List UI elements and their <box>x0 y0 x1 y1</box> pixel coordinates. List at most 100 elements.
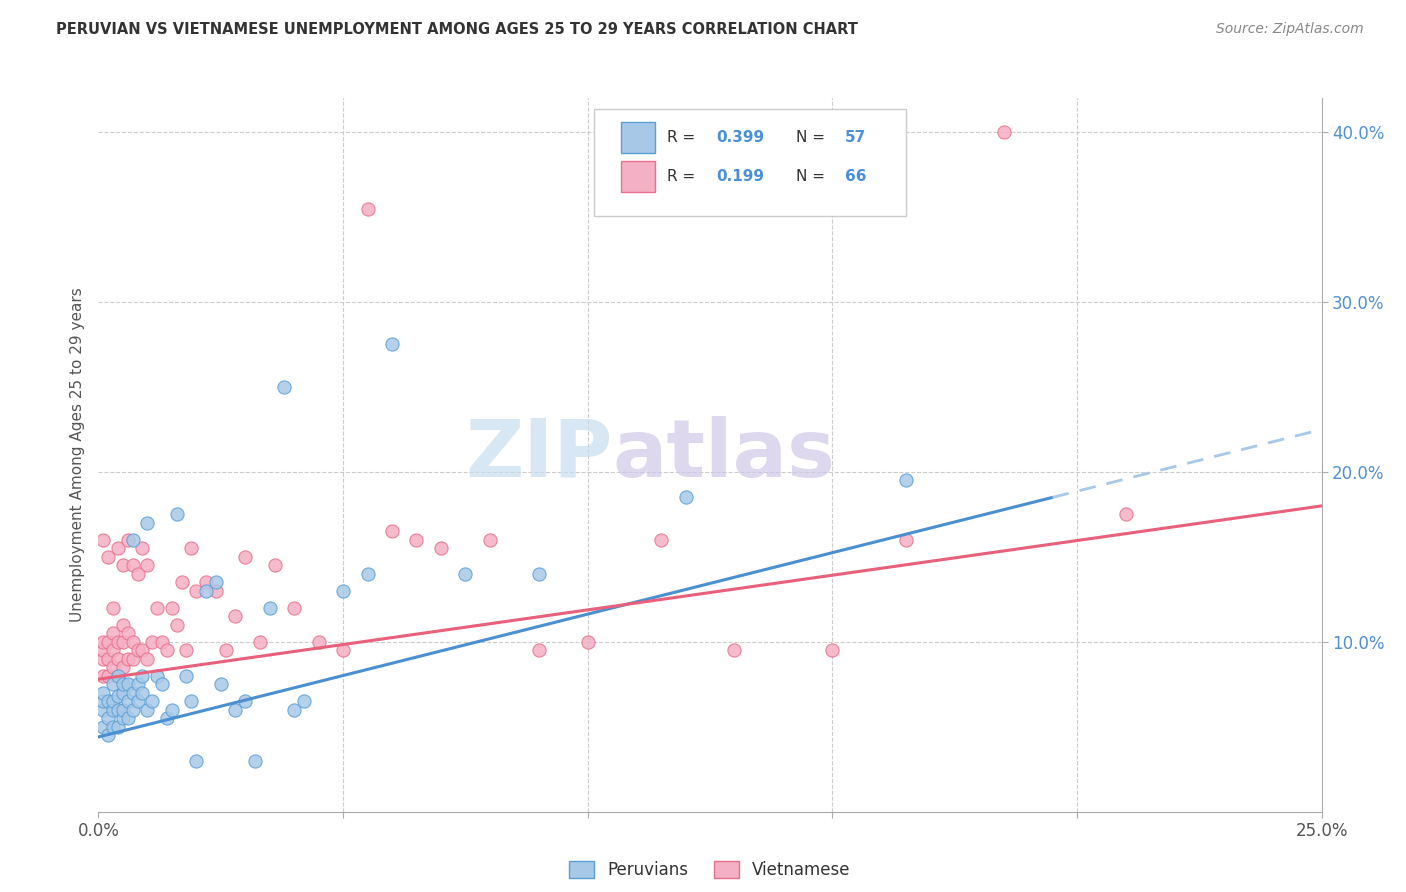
Point <box>675 491 697 505</box>
Point <box>107 635 129 649</box>
Point <box>186 754 208 768</box>
Text: 66: 66 <box>845 169 866 184</box>
Point <box>107 669 129 683</box>
Point <box>356 566 378 581</box>
Point <box>292 694 315 708</box>
Point <box>97 549 120 564</box>
Point <box>283 703 305 717</box>
Point <box>91 643 114 657</box>
Text: R =: R = <box>668 130 700 145</box>
Point <box>121 635 143 649</box>
Point <box>107 541 129 556</box>
Point <box>205 575 228 590</box>
Point <box>176 669 198 683</box>
Point <box>209 677 232 691</box>
Point <box>454 566 477 581</box>
Point <box>97 669 120 683</box>
Point <box>894 474 917 488</box>
Point <box>249 635 271 649</box>
Point <box>121 703 143 717</box>
Point <box>993 125 1015 139</box>
Point <box>332 643 354 657</box>
Point <box>127 677 149 691</box>
Point <box>117 652 139 666</box>
Point <box>101 626 124 640</box>
Point <box>101 660 124 674</box>
Point <box>136 652 159 666</box>
Point <box>127 643 149 657</box>
Point <box>527 643 550 657</box>
Text: 0.399: 0.399 <box>716 130 765 145</box>
Legend: Peruvians, Vietnamese: Peruvians, Vietnamese <box>562 854 858 886</box>
Point <box>127 694 149 708</box>
Point <box>131 669 153 683</box>
Point <box>131 643 153 657</box>
Point <box>91 652 114 666</box>
Point <box>136 703 159 717</box>
Point <box>160 600 183 615</box>
Text: N =: N = <box>796 130 830 145</box>
Point <box>121 652 143 666</box>
Point <box>136 558 159 573</box>
Point <box>107 689 129 703</box>
Bar <box>620 121 655 153</box>
Text: 57: 57 <box>845 130 866 145</box>
Point <box>259 600 281 615</box>
Text: N =: N = <box>796 169 830 184</box>
Point <box>430 541 453 556</box>
Point <box>150 635 173 649</box>
Point <box>91 720 114 734</box>
Point <box>136 516 159 530</box>
Point <box>117 711 139 725</box>
Point <box>91 533 114 547</box>
Point <box>180 541 202 556</box>
Point <box>91 686 114 700</box>
Point <box>91 635 114 649</box>
Point <box>186 583 208 598</box>
Point <box>111 677 134 691</box>
Point <box>214 643 236 657</box>
Point <box>107 669 129 683</box>
Point <box>180 694 202 708</box>
Point <box>101 703 124 717</box>
Text: 0.199: 0.199 <box>716 169 763 184</box>
Text: Source: ZipAtlas.com: Source: ZipAtlas.com <box>1216 22 1364 37</box>
Point <box>195 575 218 590</box>
Point <box>166 508 188 522</box>
Point <box>101 694 124 708</box>
Point <box>224 703 246 717</box>
Point <box>576 635 599 649</box>
Point <box>121 533 143 547</box>
Point <box>97 652 120 666</box>
Point <box>650 533 672 547</box>
Point <box>117 677 139 691</box>
Point <box>894 533 917 547</box>
Point <box>97 711 120 725</box>
Point <box>121 686 143 700</box>
Point <box>107 652 129 666</box>
Point <box>723 643 745 657</box>
Point <box>131 686 153 700</box>
Point <box>527 566 550 581</box>
Point <box>224 609 246 624</box>
Point <box>233 549 256 564</box>
Point <box>821 643 844 657</box>
Point <box>101 677 124 691</box>
Point <box>356 202 378 216</box>
Point <box>205 583 228 598</box>
Point <box>107 703 129 717</box>
Point <box>141 635 163 649</box>
Point <box>170 575 193 590</box>
Point <box>97 635 120 649</box>
Point <box>176 643 198 657</box>
Text: atlas: atlas <box>612 416 835 494</box>
Point <box>117 626 139 640</box>
Point <box>405 533 427 547</box>
Point <box>195 583 218 598</box>
Point <box>97 694 120 708</box>
Point <box>127 566 149 581</box>
Point <box>91 694 114 708</box>
Point <box>101 600 124 615</box>
FancyBboxPatch shape <box>593 109 905 216</box>
Point <box>332 583 354 598</box>
